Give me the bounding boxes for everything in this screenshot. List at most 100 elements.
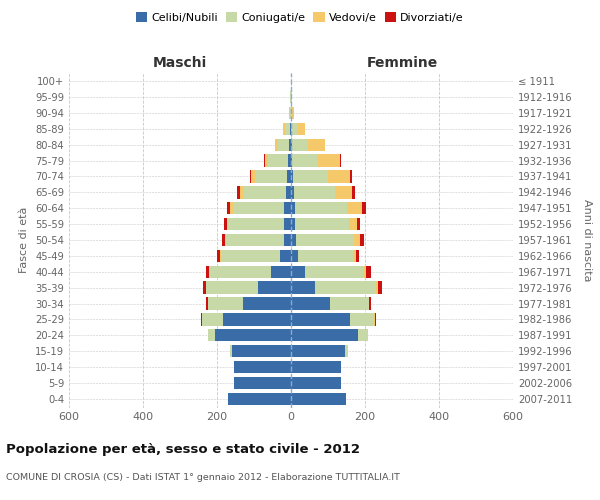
Bar xyxy=(291,154,292,167)
Bar xyxy=(364,266,367,278)
Bar xyxy=(289,107,290,119)
Bar xyxy=(275,138,278,151)
Bar xyxy=(223,313,291,326)
Bar xyxy=(289,138,291,151)
Bar xyxy=(288,154,291,167)
Bar xyxy=(280,250,291,262)
Bar xyxy=(356,250,359,262)
Bar xyxy=(291,107,292,119)
Bar xyxy=(226,234,284,246)
Bar xyxy=(291,298,330,310)
Bar xyxy=(291,170,293,182)
Bar xyxy=(227,218,228,230)
Bar xyxy=(367,266,371,278)
Bar xyxy=(292,107,295,119)
Bar xyxy=(291,218,295,230)
Bar xyxy=(258,282,291,294)
Bar xyxy=(265,154,268,167)
Bar xyxy=(268,154,288,167)
Bar xyxy=(349,218,357,230)
Bar xyxy=(285,122,290,135)
Bar xyxy=(294,186,335,198)
Bar xyxy=(315,282,376,294)
Bar xyxy=(291,361,341,373)
Bar xyxy=(344,345,347,358)
Bar xyxy=(330,298,369,310)
Bar xyxy=(292,154,319,167)
Bar xyxy=(296,234,353,246)
Text: Femmine: Femmine xyxy=(367,56,437,70)
Bar xyxy=(352,186,355,198)
Bar xyxy=(291,250,298,262)
Bar xyxy=(284,218,291,230)
Bar xyxy=(291,186,294,198)
Bar xyxy=(291,392,346,405)
Bar xyxy=(283,122,285,135)
Bar xyxy=(292,122,298,135)
Bar xyxy=(291,234,296,246)
Bar xyxy=(319,154,340,167)
Bar xyxy=(230,345,232,358)
Legend: Celibi/Nubili, Coniugati/e, Vedovi/e, Divorziati/e: Celibi/Nubili, Coniugati/e, Vedovi/e, Di… xyxy=(132,8,468,28)
Bar xyxy=(291,345,344,358)
Bar xyxy=(206,266,209,278)
Bar xyxy=(362,202,366,214)
Bar xyxy=(340,154,341,167)
Bar xyxy=(353,250,356,262)
Bar xyxy=(305,266,364,278)
Bar xyxy=(370,298,371,310)
Bar xyxy=(328,170,350,182)
Bar xyxy=(224,218,227,230)
Bar xyxy=(291,138,292,151)
Bar xyxy=(230,202,233,214)
Bar xyxy=(232,345,291,358)
Bar xyxy=(291,202,295,214)
Bar xyxy=(251,170,255,182)
Bar xyxy=(233,202,284,214)
Bar xyxy=(228,392,291,405)
Bar xyxy=(271,266,291,278)
Bar xyxy=(255,170,287,182)
Bar xyxy=(250,170,251,182)
Bar xyxy=(243,186,286,198)
Bar xyxy=(284,202,291,214)
Y-axis label: Fasce di età: Fasce di età xyxy=(19,207,29,273)
Bar xyxy=(298,122,305,135)
Bar xyxy=(308,138,325,151)
Bar xyxy=(284,234,291,246)
Bar xyxy=(209,266,271,278)
Bar xyxy=(243,298,291,310)
Bar xyxy=(233,361,291,373)
Bar xyxy=(291,376,341,389)
Bar xyxy=(360,234,364,246)
Bar xyxy=(238,186,239,198)
Bar xyxy=(369,298,370,310)
Bar xyxy=(225,234,226,246)
Bar xyxy=(358,329,368,342)
Bar xyxy=(203,282,206,294)
Bar xyxy=(233,376,291,389)
Bar xyxy=(206,298,208,310)
Bar xyxy=(350,313,374,326)
Bar xyxy=(202,313,223,326)
Bar xyxy=(292,138,308,151)
Bar xyxy=(222,234,225,246)
Bar xyxy=(217,250,220,262)
Bar xyxy=(295,218,349,230)
Bar xyxy=(374,313,376,326)
Bar xyxy=(291,313,350,326)
Bar xyxy=(357,218,360,230)
Bar xyxy=(377,282,382,294)
Bar xyxy=(298,250,353,262)
Bar xyxy=(295,202,347,214)
Bar xyxy=(290,122,291,135)
Bar xyxy=(239,186,243,198)
Text: Popolazione per età, sesso e stato civile - 2012: Popolazione per età, sesso e stato civil… xyxy=(6,442,360,456)
Bar xyxy=(206,282,258,294)
Bar xyxy=(278,138,289,151)
Bar xyxy=(293,170,328,182)
Text: Maschi: Maschi xyxy=(153,56,207,70)
Bar xyxy=(287,170,291,182)
Bar xyxy=(291,266,305,278)
Bar xyxy=(208,298,243,310)
